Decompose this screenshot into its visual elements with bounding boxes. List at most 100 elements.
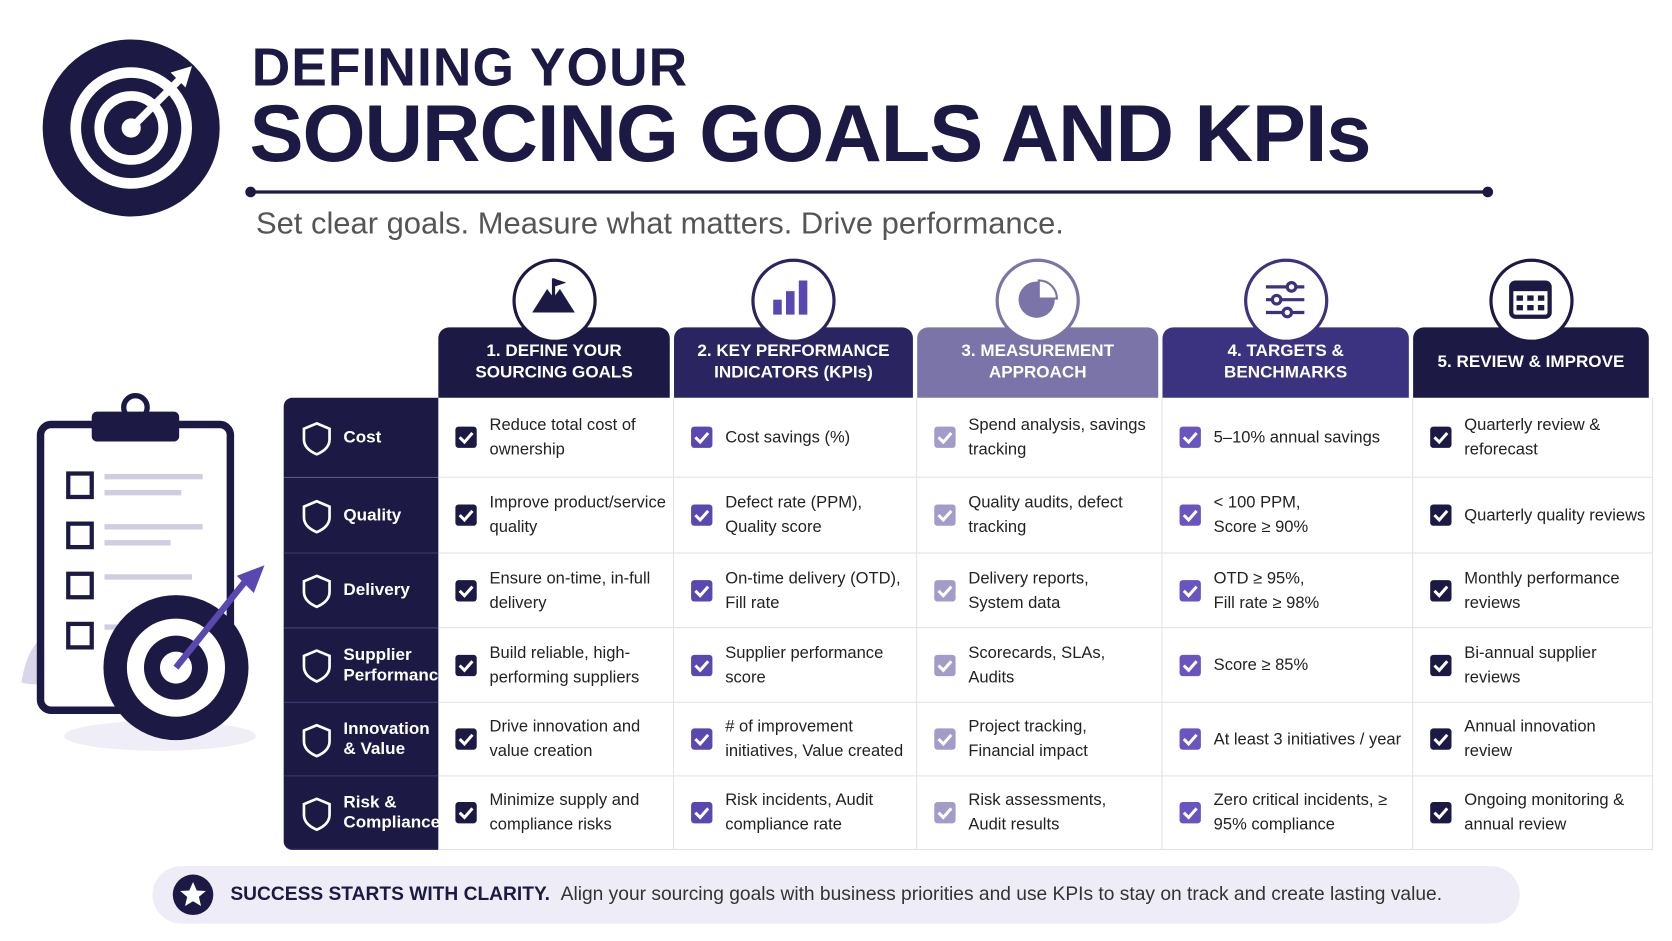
checkbox bbox=[691, 728, 713, 750]
check bbox=[458, 807, 474, 820]
checkbox bbox=[1430, 802, 1452, 824]
cell: Spend analysis, savings tracking bbox=[917, 397, 1163, 478]
cell: Quarterly review & reforecast bbox=[1413, 397, 1654, 478]
check bbox=[937, 509, 953, 523]
check bbox=[1433, 733, 1449, 747]
checkbox bbox=[691, 504, 713, 526]
cell: On-time delivery (OTD), Fill rate bbox=[674, 553, 918, 629]
cell-text: OTD ≥ 95%, Fill rate ≥ 98% bbox=[1213, 568, 1320, 612]
cell: Reduce total cost of ownership bbox=[438, 397, 675, 478]
check bbox=[694, 733, 710, 747]
cell: Project tracking, Financial impact bbox=[917, 702, 1163, 777]
checkbox bbox=[934, 504, 956, 526]
footer-bold: SUCCESS STARTS WITH CLARITY. bbox=[230, 883, 550, 905]
check bbox=[458, 432, 474, 445]
title-line1: DEFINING YOUR bbox=[251, 37, 689, 98]
cell: Quality audits, defect tracking bbox=[917, 477, 1163, 554]
check bbox=[458, 733, 474, 747]
cell-text: Annual innovation review bbox=[1464, 717, 1596, 761]
checkbox bbox=[1430, 426, 1452, 448]
arrow-head bbox=[170, 66, 192, 88]
cell-text: Build reliable, high-performing supplier… bbox=[489, 643, 640, 687]
cell-text: # of improvement initiatives, Value crea… bbox=[725, 717, 904, 761]
check bbox=[458, 659, 474, 672]
footer-text: Align your sourcing goals with business … bbox=[560, 883, 1443, 905]
cell: Risk assessments, Audit results bbox=[917, 776, 1163, 851]
checkbox bbox=[455, 504, 477, 526]
check bbox=[694, 659, 710, 672]
checkbox bbox=[1430, 654, 1452, 676]
cell: Defect rate (PPM), Quality score bbox=[674, 477, 918, 554]
cell-text: Scorecards, SLAs, Audits bbox=[968, 643, 1106, 687]
checkbox bbox=[455, 728, 477, 750]
checks bbox=[66, 471, 94, 650]
icon bbox=[1243, 258, 1328, 343]
cell: 5–10% annual savings bbox=[1162, 397, 1414, 478]
cell: Scorecards, SLAs, Audits bbox=[917, 628, 1163, 703]
check bbox=[937, 432, 953, 445]
row-label: Quality bbox=[283, 477, 439, 554]
check bbox=[1182, 659, 1198, 672]
check bbox=[694, 432, 710, 445]
check bbox=[1182, 733, 1198, 747]
ring bbox=[70, 67, 192, 189]
icon bbox=[995, 258, 1080, 343]
cell-text: Quarterly quality reviews bbox=[1464, 506, 1646, 525]
check bbox=[458, 509, 474, 523]
checkbox bbox=[691, 654, 713, 676]
icon bbox=[1488, 258, 1574, 343]
row-icon-wrap bbox=[299, 498, 335, 540]
checkbox bbox=[934, 654, 956, 676]
cell: At least 3 initiatives / year bbox=[1162, 702, 1414, 777]
row-label-text: Quality bbox=[343, 506, 402, 525]
check bbox=[458, 585, 474, 598]
row-icon bbox=[302, 796, 331, 831]
cell: Monthly performance reviews bbox=[1413, 553, 1654, 629]
checkbox bbox=[1179, 504, 1201, 526]
check bbox=[1433, 659, 1449, 672]
cell-text: Supplier performance score bbox=[725, 643, 884, 687]
cell-text: < 100 PPM, Score ≥ 90% bbox=[1213, 493, 1309, 537]
checkbox bbox=[934, 426, 956, 448]
check bbox=[694, 509, 710, 523]
checkbox bbox=[1179, 802, 1201, 824]
cell: Minimize supply and compliance risks bbox=[438, 776, 675, 851]
checkbox bbox=[1430, 579, 1452, 601]
check bbox=[1182, 432, 1198, 445]
clip-hole bbox=[121, 393, 150, 422]
cell: Build reliable, high-performing supplier… bbox=[438, 628, 675, 703]
row-icon bbox=[302, 649, 331, 683]
cell: Annual innovation review bbox=[1413, 702, 1654, 777]
clip bbox=[91, 411, 180, 442]
cell: Delivery reports, System data bbox=[917, 553, 1163, 629]
checkbox bbox=[691, 802, 713, 824]
cell: # of improvement initiatives, Value crea… bbox=[674, 702, 918, 777]
row-icon bbox=[302, 499, 331, 534]
row-label-text: Innovation & Value bbox=[343, 719, 430, 759]
checkbox bbox=[691, 579, 713, 601]
row-icon bbox=[302, 723, 331, 758]
cell: Ongoing monitoring & annual review bbox=[1413, 776, 1654, 851]
check bbox=[694, 585, 710, 598]
cell-text: Quarterly review & reforecast bbox=[1464, 415, 1601, 459]
cell-text: Defect rate (PPM), Quality score bbox=[725, 493, 863, 537]
cell: Score ≥ 85% bbox=[1162, 628, 1414, 703]
checkbox bbox=[455, 579, 477, 601]
check bbox=[1182, 585, 1198, 598]
cell-text: Cost savings (%) bbox=[725, 428, 851, 447]
check bbox=[937, 733, 953, 747]
cell-text: Risk assessments, Audit results bbox=[968, 791, 1107, 835]
check bbox=[1433, 432, 1449, 445]
row-label-text: Cost bbox=[343, 428, 382, 447]
checkbox bbox=[1179, 426, 1201, 448]
cell-text: Ongoing monitoring & annual review bbox=[1464, 791, 1625, 835]
cell: Cost savings (%) bbox=[674, 397, 918, 478]
row-icon-wrap bbox=[299, 795, 335, 837]
checkbox bbox=[1179, 654, 1201, 676]
row-label-text: Risk & Compliance bbox=[343, 793, 441, 832]
row-icon-wrap bbox=[299, 573, 335, 615]
arrow bbox=[173, 579, 248, 670]
cell-text: Score ≥ 85% bbox=[1213, 655, 1309, 675]
